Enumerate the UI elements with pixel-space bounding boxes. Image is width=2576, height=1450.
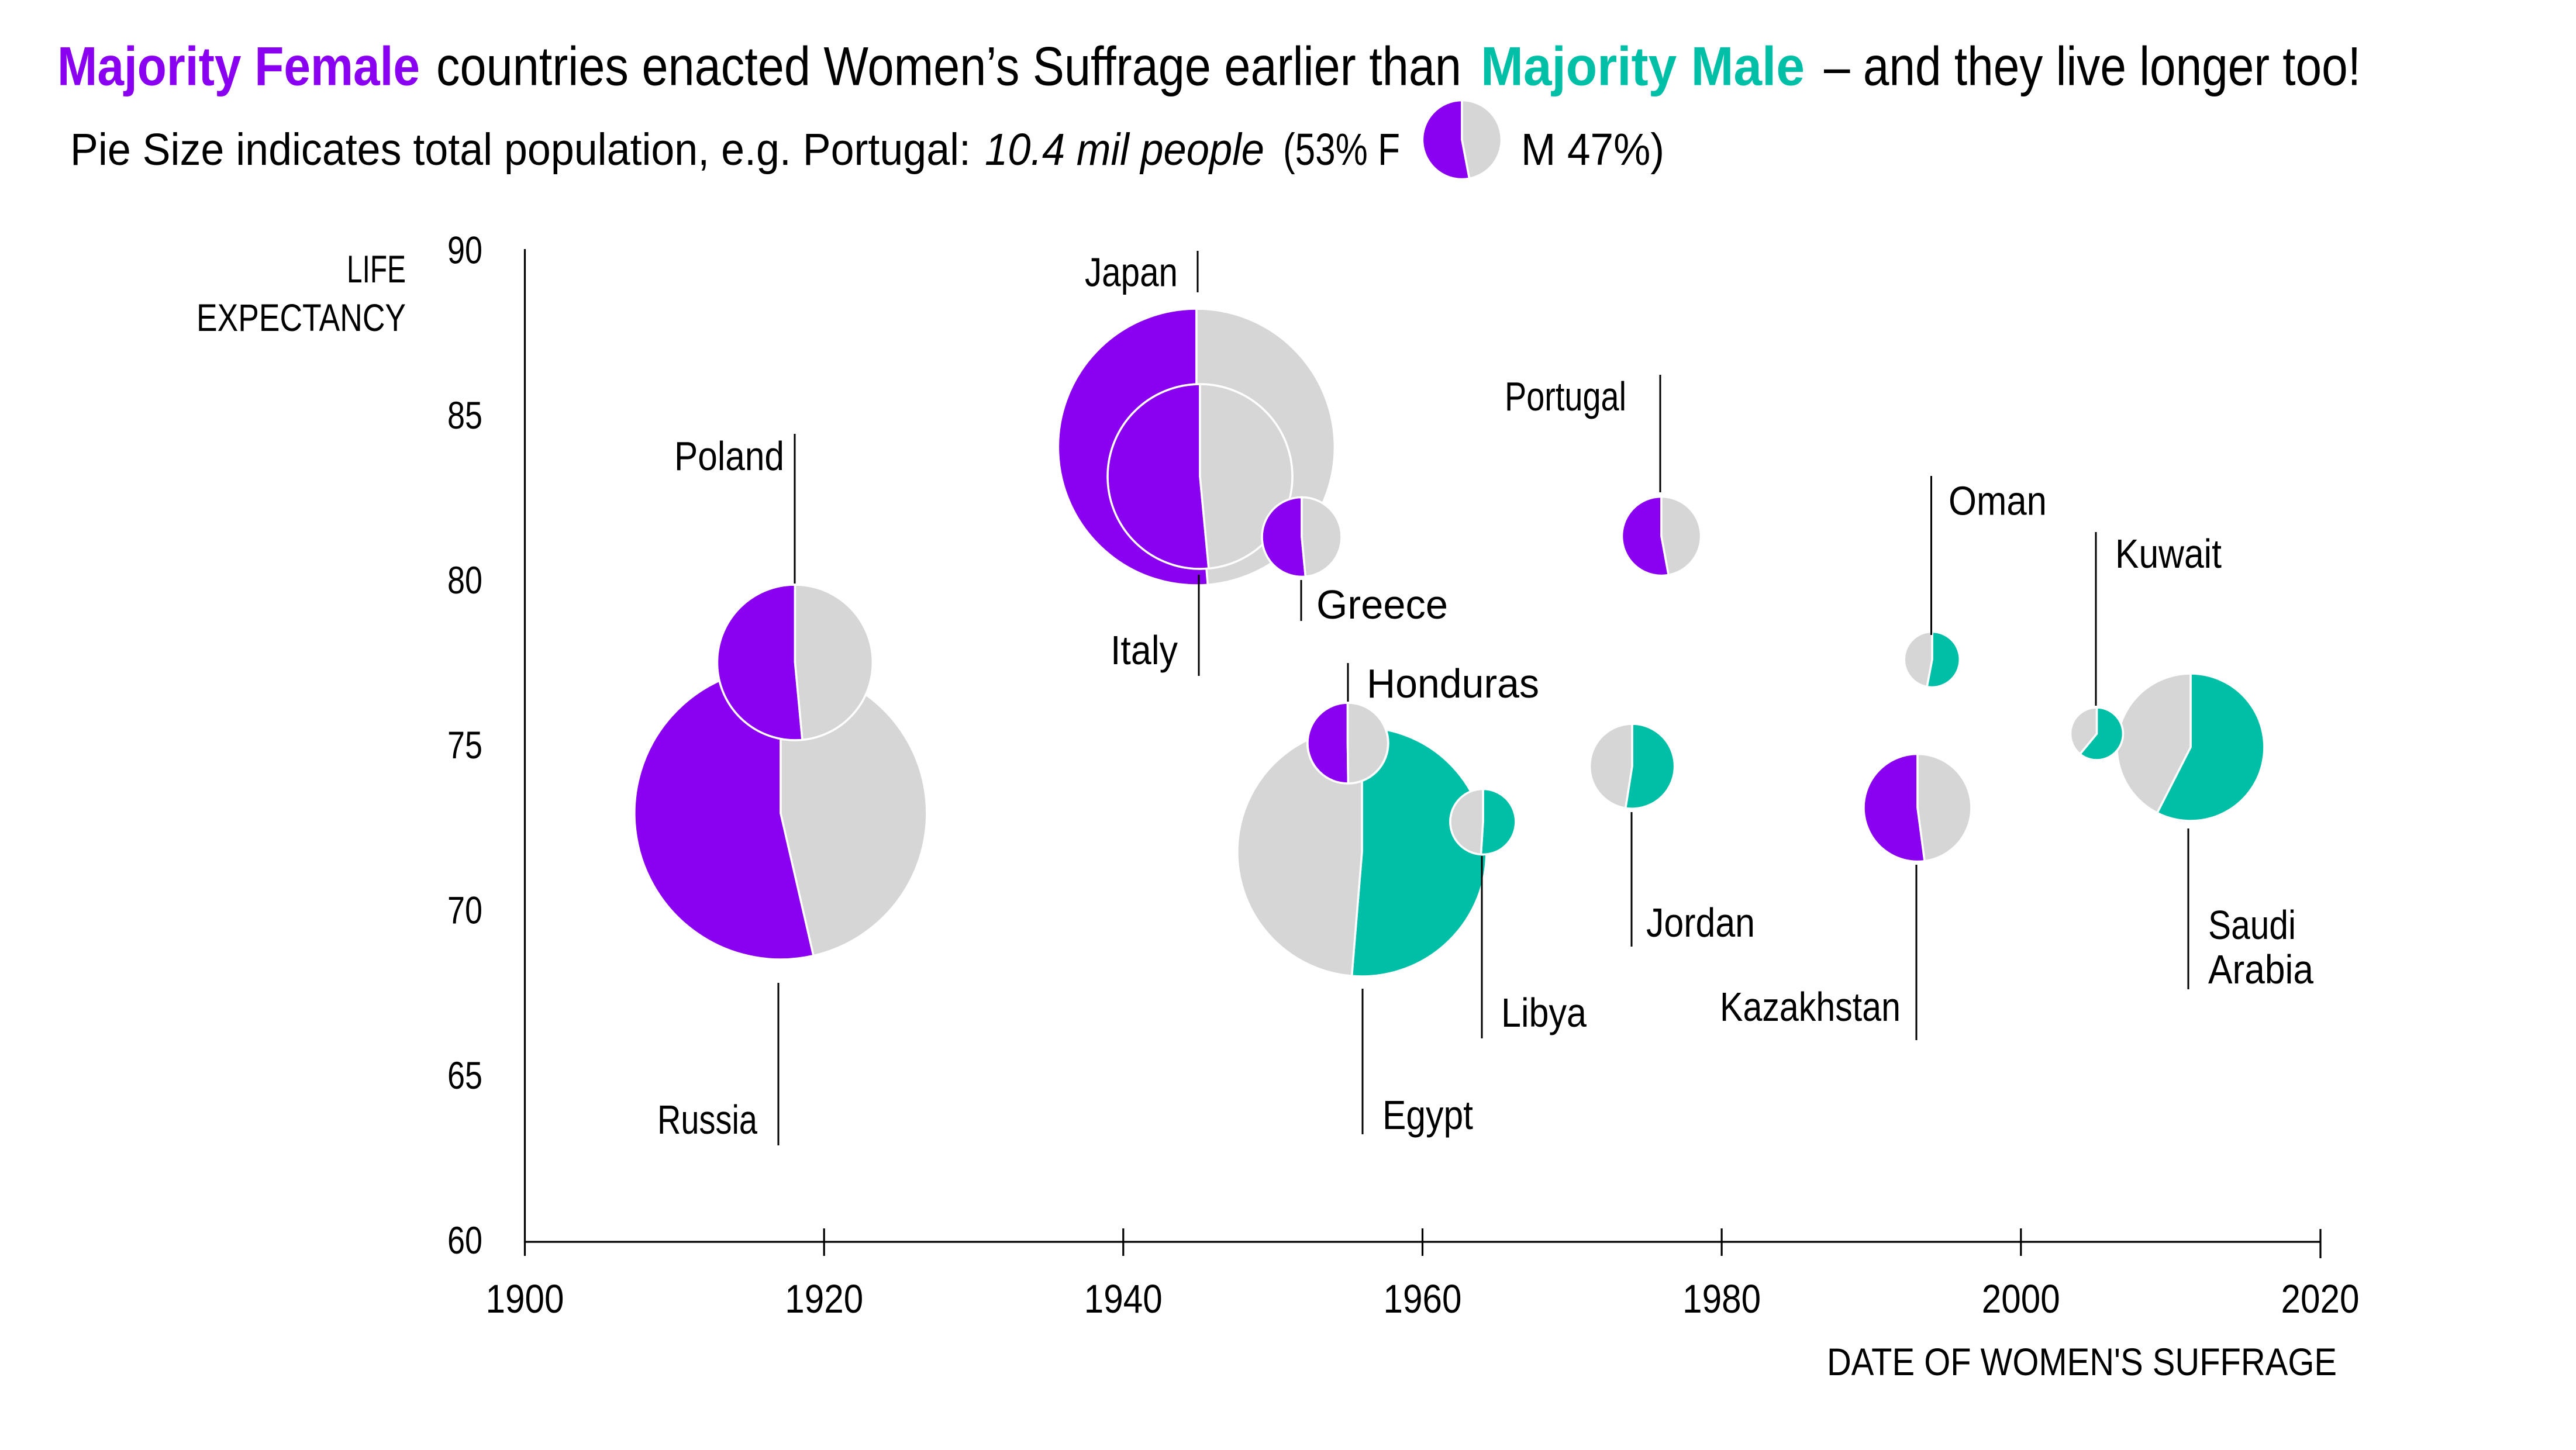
svg-text:Greece: Greece: [1316, 582, 1448, 627]
svg-text:90: 90: [447, 229, 482, 272]
svg-text:2020: 2020: [2281, 1276, 2360, 1321]
svg-text:85: 85: [447, 393, 482, 437]
svg-text:Libya: Libya: [1501, 990, 1587, 1035]
svg-text:DATE OF WOMEN'S SUFFRAGE: DATE OF WOMEN'S SUFFRAGE: [1827, 1340, 2337, 1383]
svg-text:Kuwait: Kuwait: [2115, 531, 2222, 576]
svg-text:1900: 1900: [486, 1276, 564, 1321]
svg-text:60: 60: [447, 1218, 482, 1262]
svg-text:– and they live longer too!: – and they live longer too!: [1824, 35, 2361, 96]
svg-text:M 47%): M 47%): [1521, 125, 1664, 175]
svg-text:65: 65: [447, 1054, 482, 1097]
svg-text:2000: 2000: [1982, 1276, 2060, 1321]
svg-text:Japan: Japan: [1085, 250, 1178, 295]
svg-text:(53% F: (53% F: [1283, 125, 1400, 175]
svg-text:Arabia: Arabia: [2208, 947, 2313, 992]
svg-text:1960: 1960: [1384, 1276, 1462, 1321]
svg-text:Russia: Russia: [657, 1097, 757, 1142]
svg-text:Italy: Italy: [1111, 627, 1178, 673]
svg-text:countries enacted Women’s Suff: countries enacted Women’s Suffrage earli…: [436, 35, 1461, 96]
svg-text:EXPECTANCY: EXPECTANCY: [196, 296, 406, 339]
svg-text:Oman: Oman: [1949, 478, 2047, 524]
svg-text:Poland: Poland: [674, 433, 784, 479]
svg-text:Kazakhstan: Kazakhstan: [1720, 984, 1901, 1030]
svg-text:80: 80: [447, 558, 482, 602]
svg-text:Pie Size indicates total popul: Pie Size indicates total population, e.g…: [70, 125, 971, 175]
svg-text:Egypt: Egypt: [1382, 1092, 1473, 1138]
svg-text:Honduras: Honduras: [1367, 661, 1539, 706]
svg-text:Jordan: Jordan: [1646, 900, 1755, 945]
svg-text:10.4 mil people: 10.4 mil people: [985, 125, 1264, 175]
svg-text:LIFE: LIFE: [347, 247, 406, 291]
svg-text:70: 70: [447, 889, 482, 932]
svg-text:75: 75: [447, 723, 482, 767]
svg-text:Majority Male: Majority Male: [1481, 35, 1805, 96]
svg-text:Portugal: Portugal: [1505, 374, 1626, 419]
svg-text:Saudi: Saudi: [2208, 902, 2296, 948]
svg-text:1920: 1920: [785, 1276, 863, 1321]
svg-text:1980: 1980: [1682, 1276, 1761, 1321]
svg-text:1940: 1940: [1084, 1276, 1163, 1321]
svg-text:Majority Female: Majority Female: [57, 35, 420, 96]
